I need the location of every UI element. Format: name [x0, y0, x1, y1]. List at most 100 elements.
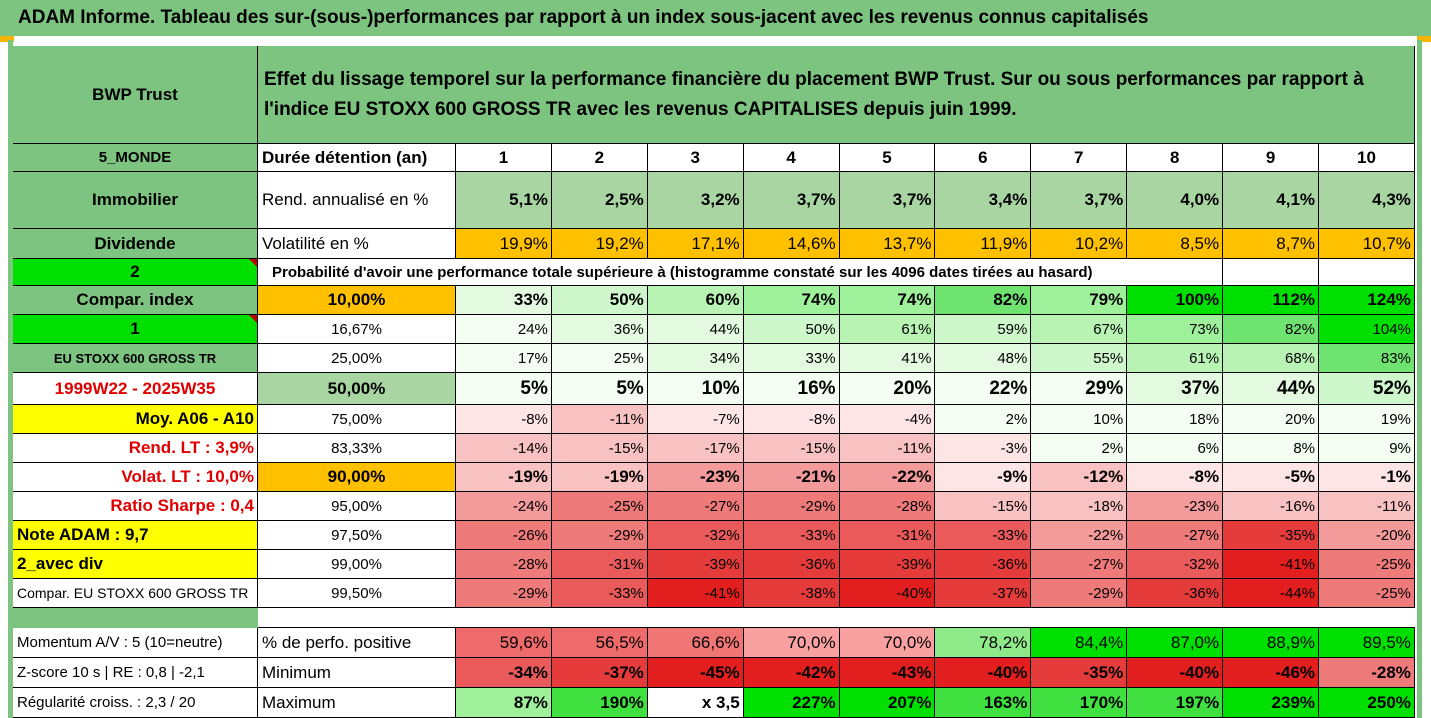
row-label-immobilier: Immobilier: [13, 172, 258, 229]
probability-value: 24%: [456, 315, 552, 344]
sharpe-ratio: Ratio Sharpe : 0,4: [13, 492, 258, 521]
probability-value: 112%: [1223, 286, 1320, 315]
probability-value: 82%: [1223, 315, 1320, 344]
probability-value: -25%: [551, 492, 648, 521]
probability-value: 17%: [456, 344, 552, 373]
probability-value: 29%: [1031, 373, 1128, 405]
threshold-value: 16,67%: [258, 315, 456, 344]
summary-value: -45%: [647, 658, 744, 688]
summary-metric: % de perfo. positive: [258, 628, 456, 658]
probability-value: -27%: [1127, 521, 1224, 550]
probability-value: -19%: [551, 463, 648, 492]
summary-value: -46%: [1223, 658, 1320, 688]
summary-value: -40%: [935, 658, 1032, 688]
volatility-value: 14,6%: [743, 229, 840, 259]
probability-value: 16%: [743, 373, 840, 405]
probability-value: 59%: [935, 315, 1032, 344]
annual-return-value: 4,3%: [1319, 172, 1415, 229]
probability-value: -29%: [743, 492, 840, 521]
threshold-value: 97,50%: [258, 521, 456, 550]
threshold-value: 90,00%: [258, 463, 456, 492]
long-term-volatility: Volat. LT : 10,0%: [13, 463, 258, 492]
volatility-value: 19,2%: [551, 229, 648, 259]
probability-value: -38%: [743, 579, 840, 608]
threshold-value: 95,00%: [258, 492, 456, 521]
spacer-row: [258, 608, 1415, 628]
probability-value: -31%: [839, 521, 936, 550]
summary-value: 197%: [1127, 688, 1224, 718]
probability-value: -9%: [935, 463, 1032, 492]
probability-value: -37%: [935, 579, 1032, 608]
probability-caption: Probabilité d'avoir une performance tota…: [258, 259, 1224, 286]
probability-value: 10%: [647, 373, 744, 405]
probability-value: -17%: [647, 434, 744, 463]
probability-value: -11%: [839, 434, 936, 463]
probability-value: 61%: [1127, 344, 1224, 373]
annual-return-value: 3,2%: [647, 172, 744, 229]
probability-value: 55%: [1031, 344, 1128, 373]
period-label: 1999W22 - 2025W35: [13, 373, 258, 405]
summary-value: 207%: [839, 688, 936, 718]
probability-value: 67%: [1031, 315, 1128, 344]
summary-value: -40%: [1127, 658, 1224, 688]
probability-value: -29%: [551, 521, 648, 550]
probability-value: -29%: [1031, 579, 1128, 608]
probability-value: -32%: [647, 521, 744, 550]
probability-value: 33%: [456, 286, 552, 315]
probability-value: -25%: [1319, 579, 1415, 608]
threshold-value: 10,00%: [258, 286, 456, 315]
empty-cell: [1319, 259, 1415, 286]
probability-value: 5%: [456, 373, 552, 405]
probability-value: -25%: [1319, 550, 1415, 579]
probability-value: -39%: [839, 550, 936, 579]
probability-value: 104%: [1319, 315, 1415, 344]
probability-value: 60%: [647, 286, 744, 315]
probability-value: -44%: [1223, 579, 1320, 608]
probability-value: -35%: [1223, 521, 1320, 550]
probability-value: 73%: [1127, 315, 1224, 344]
summary-value: 87%: [456, 688, 552, 718]
threshold-value: 75,00%: [258, 405, 456, 434]
summary-value: -37%: [551, 658, 648, 688]
adam-rating: Note ADAM : 9,7: [13, 521, 258, 550]
volatility-value: 10,7%: [1319, 229, 1415, 259]
summary-value: 170%: [1031, 688, 1128, 718]
summary-value: 78,2%: [935, 628, 1032, 658]
row-label-5-monde: 5_MONDE: [13, 144, 258, 172]
summary-value: 190%: [551, 688, 648, 718]
probability-value: 8%: [1223, 434, 1320, 463]
selector-2[interactable]: 2: [13, 259, 258, 286]
corner-marker-right: [1417, 36, 1431, 42]
probability-value: -32%: [1127, 550, 1224, 579]
summary-label: Z-score 10 s | RE : 0,8 | -2,1: [13, 658, 258, 688]
probability-value: -27%: [647, 492, 744, 521]
summary-value: -34%: [456, 658, 552, 688]
volatility-value: 10,2%: [1031, 229, 1128, 259]
probability-value: 48%: [935, 344, 1032, 373]
probability-value: 20%: [1223, 405, 1320, 434]
summary-value: 84,4%: [1031, 628, 1128, 658]
row-label-compar-index: Compar. index: [13, 286, 258, 315]
probability-value: 124%: [1319, 286, 1415, 315]
probability-value: 9%: [1319, 434, 1415, 463]
probability-value: -23%: [1127, 492, 1224, 521]
probability-value: -33%: [935, 521, 1032, 550]
probability-value: -36%: [743, 550, 840, 579]
selector-1[interactable]: 1: [13, 315, 258, 344]
volatility-value: 13,7%: [839, 229, 936, 259]
summary-value: 239%: [1223, 688, 1320, 718]
probability-value: -7%: [647, 405, 744, 434]
probability-value: -3%: [935, 434, 1032, 463]
dividend-mode: 2_avec div: [13, 550, 258, 579]
probability-value: -28%: [839, 492, 936, 521]
probability-value: 10%: [1031, 405, 1128, 434]
corner-marker-left: [0, 36, 14, 42]
year-header: 7: [1031, 144, 1128, 172]
annual-return-value: 2,5%: [551, 172, 648, 229]
year-header: 10: [1319, 144, 1415, 172]
probability-value: 44%: [1223, 373, 1320, 405]
threshold-value: 99,50%: [258, 579, 456, 608]
fund-name: BWP Trust: [13, 46, 258, 144]
annual-return-label: Rend. annualisé en %: [258, 172, 456, 229]
probability-value: 2%: [935, 405, 1032, 434]
